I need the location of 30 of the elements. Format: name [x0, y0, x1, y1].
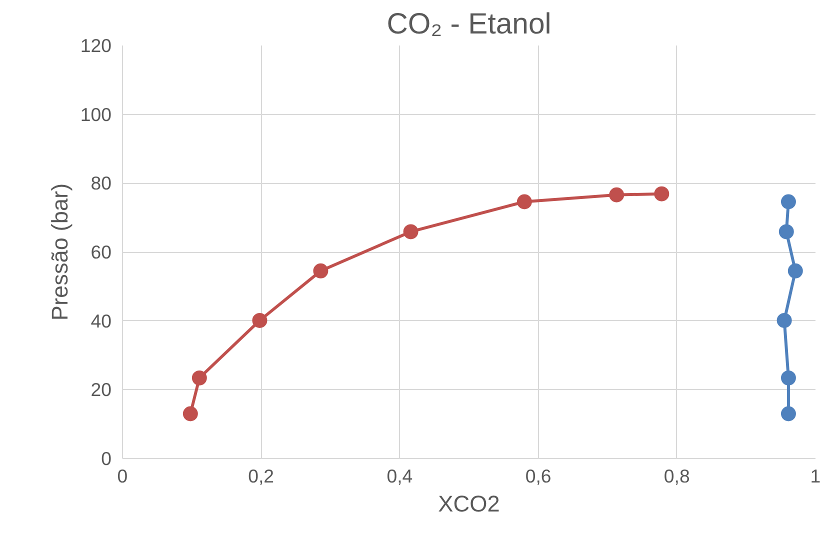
y-tick-label: 40 — [90, 310, 112, 332]
y-tick-label: 60 — [90, 242, 112, 262]
x-axis-title: XCO2 — [438, 490, 500, 516]
y-tick-label: 120 — [80, 35, 112, 56]
y-tick-label: 100 — [80, 104, 112, 125]
point — [788, 263, 803, 278]
x-tick-label: 0,8 — [664, 466, 690, 486]
point — [313, 263, 328, 278]
point — [252, 313, 268, 328]
point — [192, 370, 207, 386]
point — [609, 187, 624, 202]
chart-title: CO₂ - Etanol — [386, 8, 552, 40]
y-tick-label: 0 — [101, 448, 112, 469]
y-tick-label: 20 — [90, 379, 112, 400]
y-tick-label: 80 — [90, 172, 112, 194]
x-tick-label: 0 — [117, 466, 128, 486]
point — [776, 313, 792, 328]
x-tick-label: 0,6 — [525, 466, 552, 486]
x-tick-label: 0,4 — [386, 466, 413, 486]
point — [403, 224, 418, 240]
x-tick-label: 0,2 — [248, 466, 274, 486]
point — [778, 224, 794, 240]
point — [516, 194, 532, 210]
y-axis-title: Pressão (bar) — [46, 183, 72, 321]
point — [182, 406, 198, 422]
point — [780, 406, 796, 422]
point — [780, 370, 796, 386]
point — [654, 186, 670, 202]
point — [780, 194, 796, 210]
x-tick-label: 1 — [810, 466, 821, 486]
